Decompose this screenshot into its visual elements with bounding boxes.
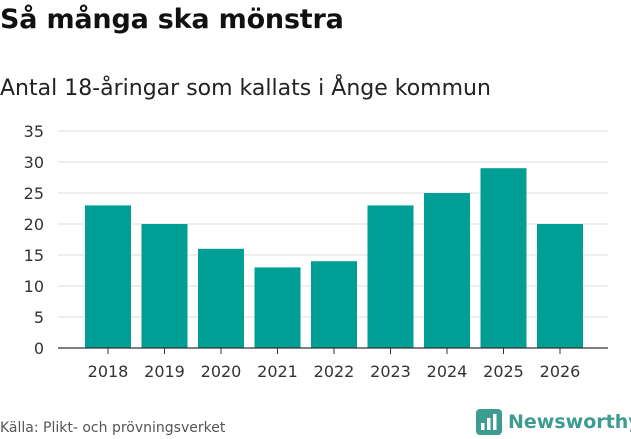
- bar: [480, 168, 527, 348]
- bar: [198, 248, 244, 348]
- x-tick-label: 2020: [201, 362, 242, 381]
- x-tick-label: 2025: [483, 362, 524, 381]
- bar: [424, 193, 470, 348]
- x-tick-label: 2022: [314, 362, 355, 381]
- bar: [85, 205, 131, 348]
- y-tick-label: 30: [24, 153, 44, 172]
- y-tick-label: 15: [24, 246, 44, 265]
- x-tick-label: 2023: [370, 362, 411, 381]
- brand-logo: Newsworthy: [476, 406, 631, 438]
- bar: [367, 205, 414, 348]
- y-tick-label: 35: [24, 122, 44, 141]
- y-tick-label: 25: [24, 184, 44, 203]
- source-note: Källa: Plikt- och prövningsverket: [0, 420, 226, 436]
- x-tick-label: 2019: [144, 362, 185, 381]
- x-tick-label: 2026: [540, 362, 581, 381]
- bar: [141, 224, 188, 348]
- y-tick-label: 10: [24, 277, 44, 296]
- bar-chart-logo-icon: [476, 409, 502, 435]
- y-tick-label: 20: [24, 215, 44, 234]
- y-tick-label: 0: [34, 339, 44, 358]
- chart-title: Så många ska mönstra: [0, 4, 344, 35]
- bar: [254, 267, 301, 348]
- x-tick-label: 2021: [257, 362, 298, 381]
- y-tick-label: 5: [34, 308, 44, 327]
- bar: [311, 261, 357, 348]
- bar: [537, 224, 583, 348]
- chart-subtitle: Antal 18-åringar som kallats i Ånge komm…: [0, 76, 491, 101]
- brand-name: Newsworthy: [508, 411, 631, 433]
- x-tick-label: 2018: [88, 362, 129, 381]
- x-tick-label: 2024: [427, 362, 468, 381]
